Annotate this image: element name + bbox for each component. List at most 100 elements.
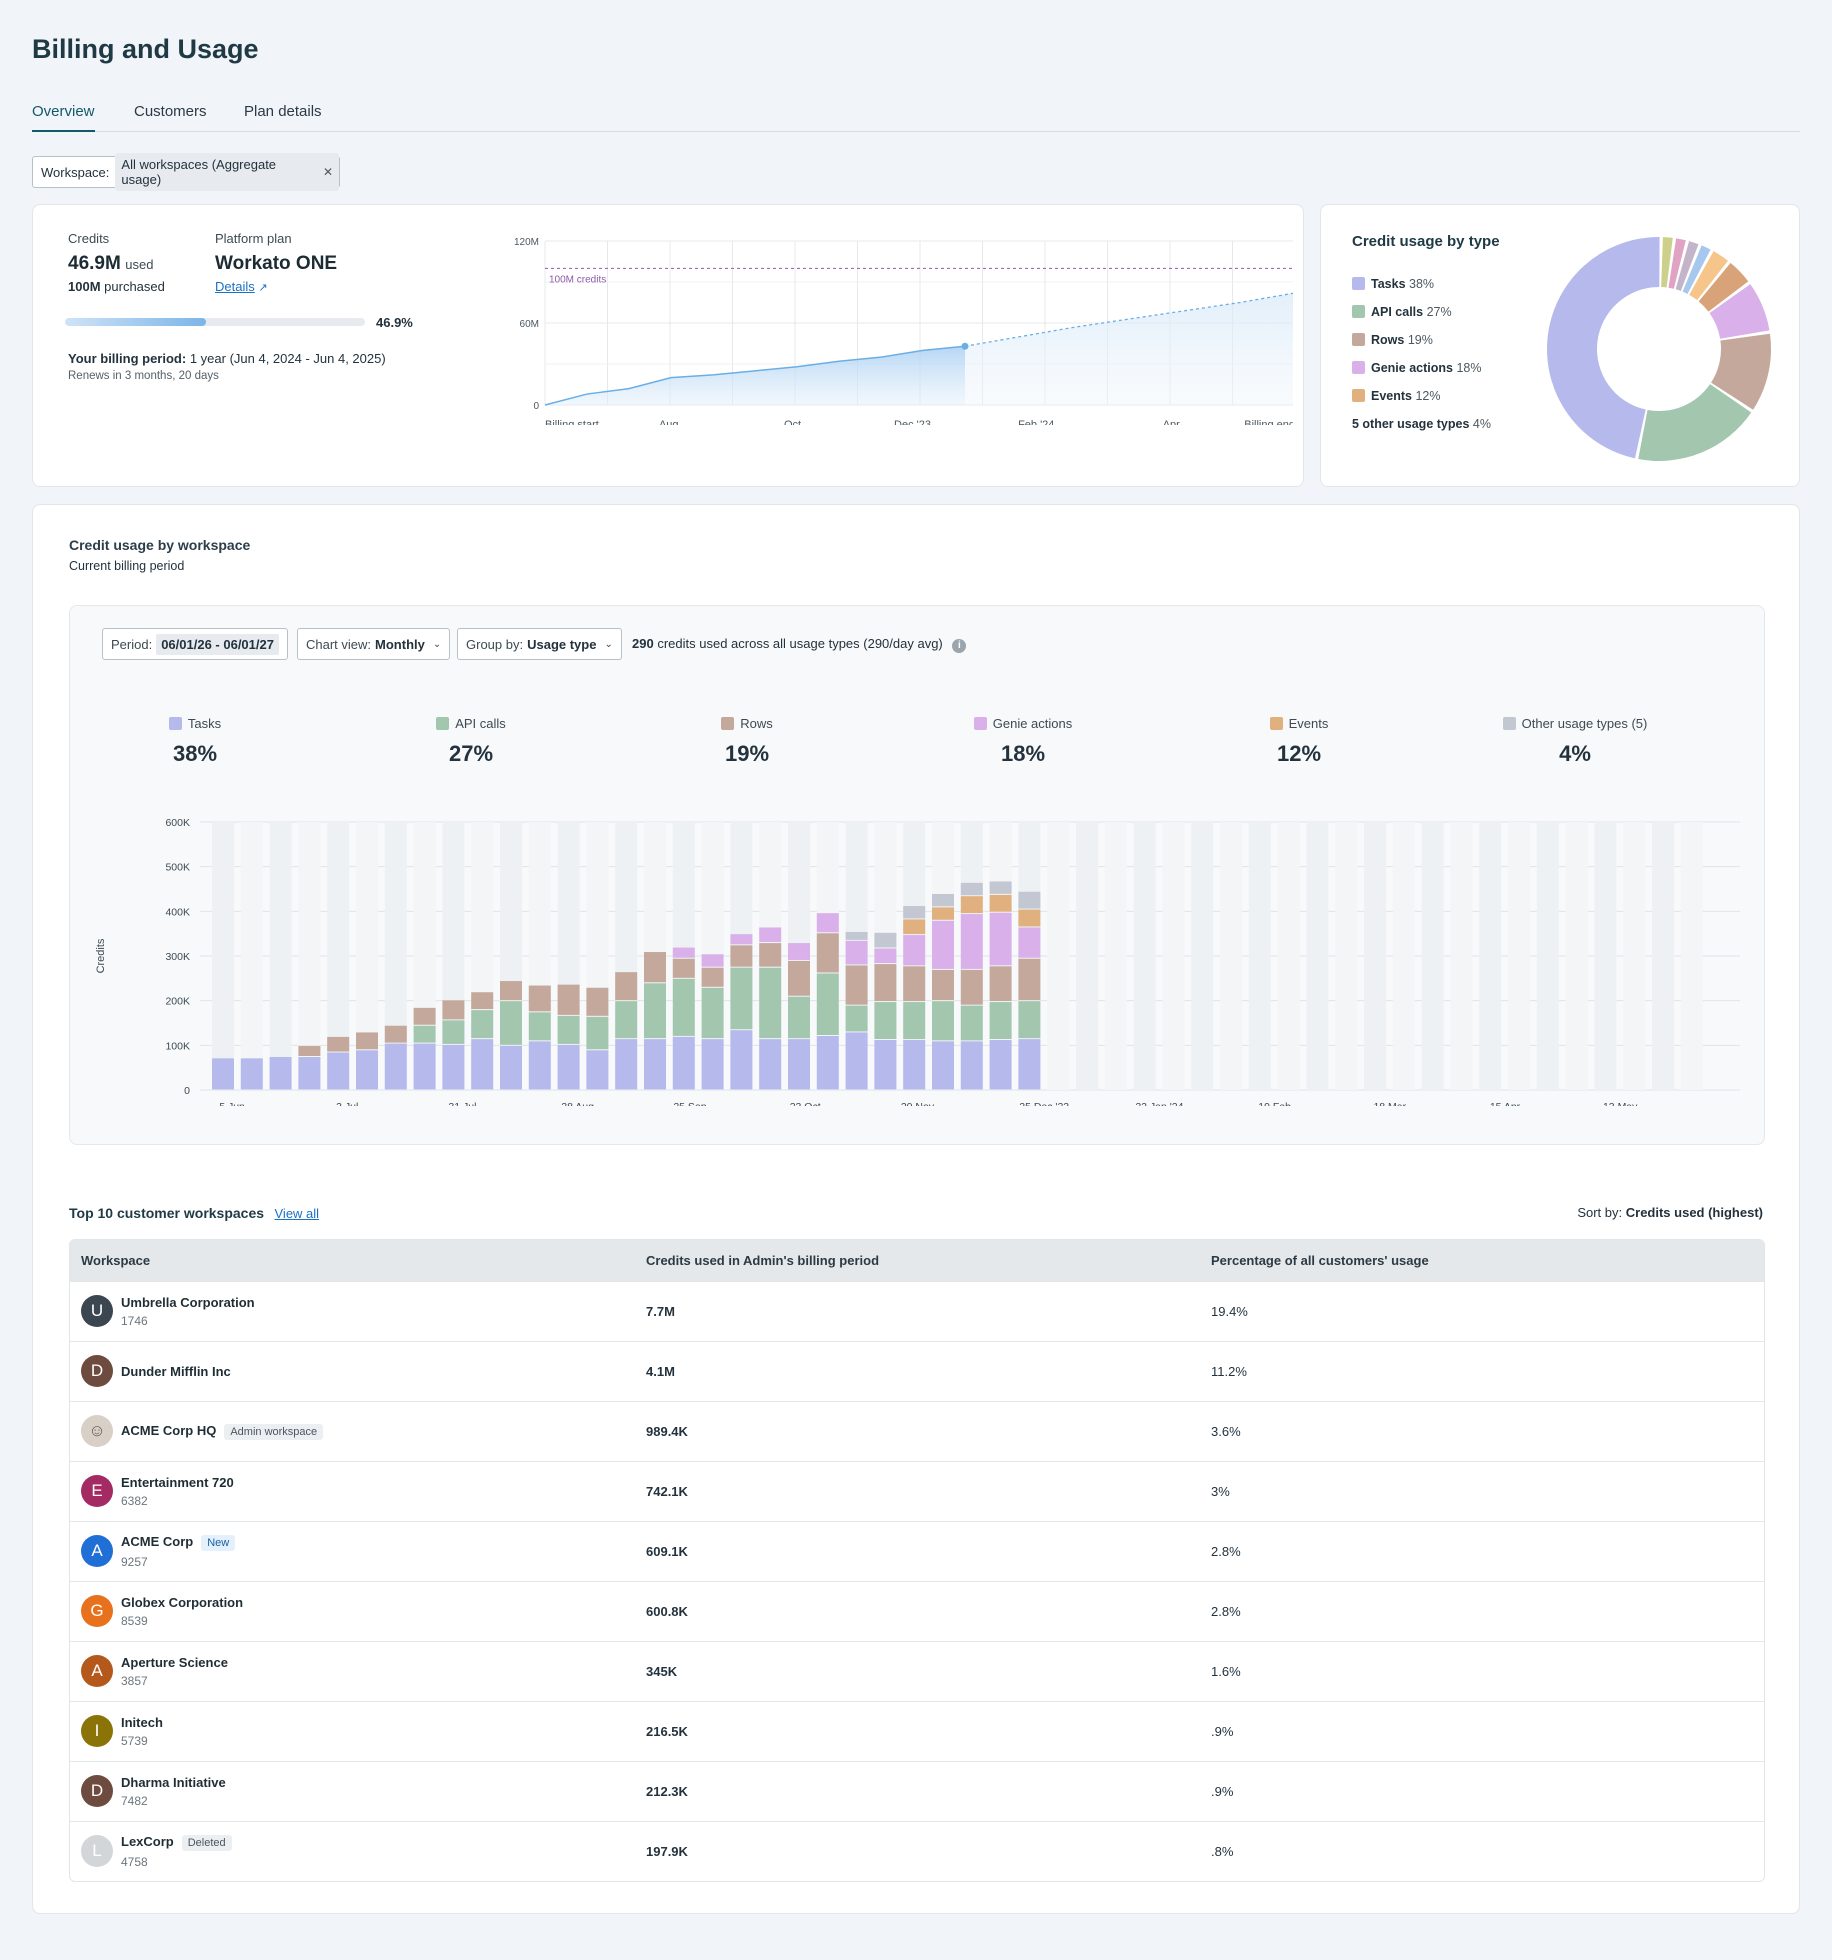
view-all-link[interactable]: View all — [274, 1206, 320, 1221]
donut-slice[interactable] — [1689, 251, 1728, 301]
bar-segment[interactable] — [500, 981, 522, 1001]
bar-segment[interactable] — [759, 1039, 782, 1090]
bar-segment[interactable] — [356, 1032, 378, 1050]
bar-segment[interactable] — [1018, 1001, 1041, 1039]
bar-segment[interactable] — [528, 1041, 551, 1090]
bar-segment[interactable] — [471, 1010, 494, 1039]
bar-segment[interactable] — [960, 1041, 983, 1090]
bar-segment[interactable] — [557, 1044, 580, 1090]
bar-segment[interactable] — [615, 1039, 638, 1090]
bar-segment[interactable] — [615, 972, 638, 1001]
bar-segment[interactable] — [442, 1044, 465, 1090]
bar-segment[interactable] — [989, 894, 1012, 912]
bar-segment[interactable] — [644, 983, 666, 1039]
bar-segment[interactable] — [730, 967, 753, 1030]
bar-segment[interactable] — [845, 940, 868, 965]
bar-segment[interactable] — [932, 1001, 954, 1041]
bar-segment[interactable] — [816, 973, 839, 1036]
bar-segment[interactable] — [701, 1039, 724, 1090]
sort-control[interactable]: Sort by: Credits used (highest) — [1577, 1205, 1763, 1220]
bar-segment[interactable] — [586, 1050, 609, 1090]
bar-segment[interactable] — [327, 1036, 350, 1052]
chart-view-dropdown[interactable]: Chart view: Monthly ⌄ — [297, 628, 451, 660]
bar-segment[interactable] — [500, 1001, 522, 1045]
bar-segment[interactable] — [932, 893, 954, 907]
donut-slice[interactable] — [1711, 333, 1771, 410]
column-header-percentage[interactable]: Percentage of all customers' usage — [1200, 1240, 1764, 1281]
donut-slice[interactable] — [1698, 262, 1749, 312]
bar-segment[interactable] — [413, 1025, 436, 1043]
bar-segment[interactable] — [932, 907, 954, 920]
bar-segment[interactable] — [471, 992, 494, 1010]
bar-segment[interactable] — [730, 934, 753, 945]
bar-segment[interactable] — [816, 933, 839, 973]
bar-segment[interactable] — [960, 896, 983, 914]
bar-segment[interactable] — [788, 996, 810, 1039]
bar-segment[interactable] — [586, 1016, 609, 1050]
column-header-credits[interactable]: Credits used in Admin's billing period — [635, 1240, 1200, 1281]
bar-segment[interactable] — [586, 987, 609, 1016]
table-row[interactable]: A Aperture Science 3857 345K 1.6% — [70, 1640, 1764, 1701]
bar-segment[interactable] — [672, 978, 695, 1036]
tab-plan-details[interactable]: Plan details — [244, 103, 322, 120]
bar-segment[interactable] — [932, 920, 954, 969]
bar-segment[interactable] — [672, 1036, 695, 1090]
workspace-name[interactable]: Umbrella Corporation — [121, 1294, 255, 1310]
donut-slice[interactable] — [1661, 237, 1673, 288]
bar-segment[interactable] — [874, 932, 897, 948]
bar-segment[interactable] — [1018, 1039, 1041, 1090]
bar-segment[interactable] — [298, 1057, 321, 1090]
close-icon[interactable]: ✕ — [322, 165, 333, 179]
bar-segment[interactable] — [989, 881, 1012, 894]
bar-segment[interactable] — [874, 948, 897, 964]
table-row[interactable]: D Dharma Initiative 7482 212.3K .9% — [70, 1760, 1764, 1821]
table-row[interactable]: G Globex Corporation 8539 600.8K 2.8% — [70, 1580, 1764, 1641]
donut-slice[interactable] — [1638, 384, 1752, 461]
bar-segment[interactable] — [644, 1039, 666, 1090]
bar-segment[interactable] — [557, 1015, 580, 1044]
workspace-name[interactable]: ACME Corp — [121, 1533, 194, 1549]
bar-segment[interactable] — [269, 1057, 292, 1090]
workspace-name[interactable]: Globex Corporation — [121, 1594, 244, 1610]
bar-segment[interactable] — [615, 1001, 638, 1039]
bar-segment[interactable] — [1018, 891, 1041, 909]
workspace-name[interactable]: Dunder Mifflin Inc — [121, 1363, 231, 1379]
workspace-name[interactable]: Aperture Science — [121, 1654, 228, 1670]
bar-segment[interactable] — [500, 1045, 522, 1090]
bar-segment[interactable] — [384, 1025, 407, 1043]
bar-segment[interactable] — [788, 943, 810, 960]
bar-segment[interactable] — [960, 914, 983, 969]
bar-segment[interactable] — [845, 931, 868, 940]
bar-segment[interactable] — [528, 1012, 551, 1041]
bar-segment[interactable] — [989, 1040, 1012, 1090]
bar-segment[interactable] — [788, 960, 810, 996]
table-row[interactable]: D Dunder Mifflin Inc 4.1M 11.2% — [70, 1340, 1764, 1401]
bar-segment[interactable] — [759, 943, 782, 967]
details-link[interactable]: Details — [215, 279, 255, 294]
bar-segment[interactable] — [759, 927, 782, 943]
workspace-name[interactable]: Dharma Initiative — [121, 1774, 226, 1790]
bar-segment[interactable] — [730, 1030, 753, 1090]
bar-segment[interactable] — [1018, 909, 1041, 927]
workspace-name[interactable]: ACME Corp HQ — [121, 1422, 217, 1438]
table-row[interactable]: L LexCorp Deleted 4758 197.9K .8% — [70, 1820, 1764, 1881]
bar-segment[interactable] — [989, 1002, 1012, 1040]
bar-segment[interactable] — [903, 935, 926, 966]
bar-segment[interactable] — [960, 1005, 983, 1041]
bar-segment[interactable] — [903, 906, 926, 919]
table-row[interactable]: E Entertainment 720 6382 742.1K 3% — [70, 1460, 1764, 1521]
bar-segment[interactable] — [442, 1020, 465, 1044]
tab-overview[interactable]: Overview — [32, 103, 95, 132]
bar-segment[interactable] — [356, 1050, 378, 1090]
bar-segment[interactable] — [845, 1032, 868, 1090]
bar-segment[interactable] — [960, 882, 983, 896]
workspace-name[interactable]: Initech — [121, 1714, 163, 1730]
bar-segment[interactable] — [240, 1058, 263, 1090]
bar-segment[interactable] — [442, 1000, 465, 1020]
bar-segment[interactable] — [845, 965, 868, 1005]
bar-segment[interactable] — [1018, 927, 1041, 958]
donut-slice[interactable] — [1682, 245, 1711, 294]
donut-slice[interactable] — [1709, 284, 1770, 339]
workspace-name[interactable]: Entertainment 720 — [121, 1474, 234, 1490]
donut-slice[interactable] — [1675, 241, 1699, 291]
